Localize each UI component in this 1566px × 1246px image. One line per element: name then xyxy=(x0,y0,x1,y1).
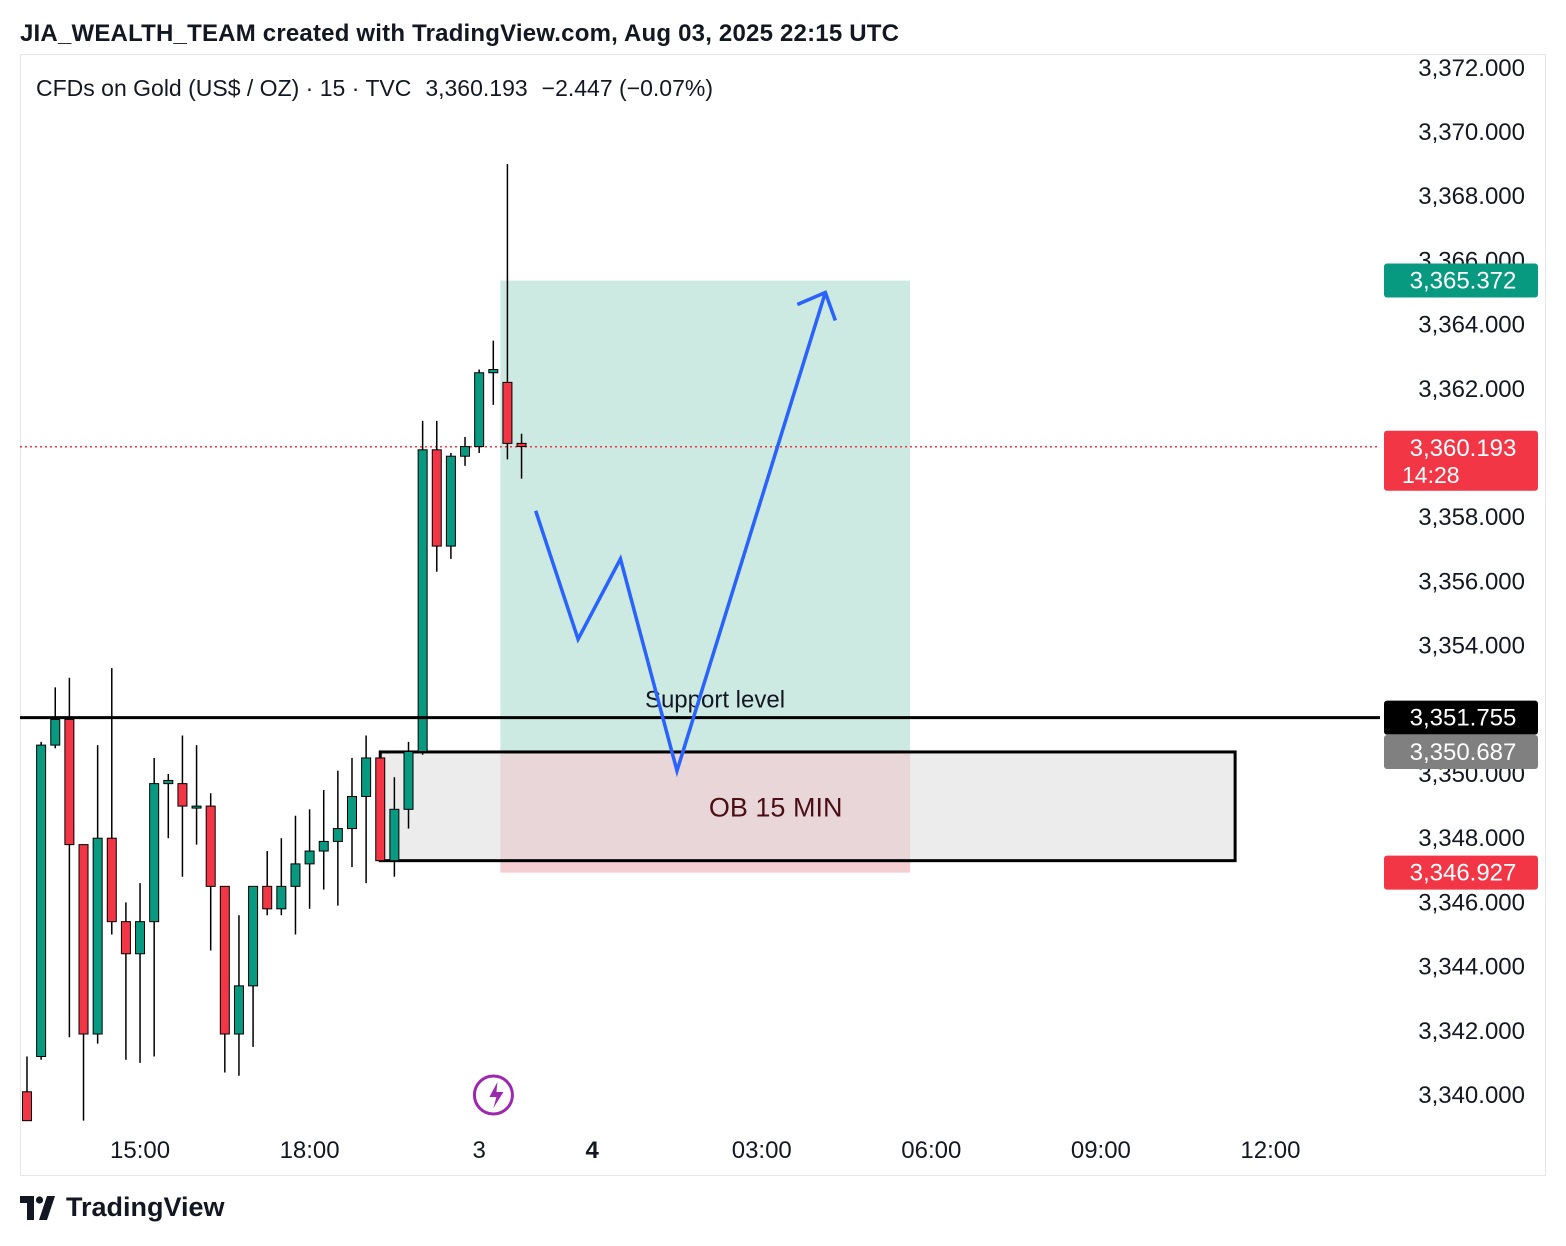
y-tick-label: 3,370.000 xyxy=(1418,119,1525,146)
y-tick-label: 3,362.000 xyxy=(1418,376,1525,403)
candle-body xyxy=(135,921,146,955)
y-tick-label: 3,368.000 xyxy=(1418,183,1525,210)
x-tick-label: 4 xyxy=(586,1137,600,1164)
price-tag-value: 3,365.372 xyxy=(1410,268,1517,295)
y-tick-label: 3,342.000 xyxy=(1418,1018,1525,1045)
price-tag-bg xyxy=(1384,855,1538,890)
candle-body xyxy=(417,449,428,753)
candle-body xyxy=(445,455,456,547)
legend-symbol: CFDs on Gold (US$ / OZ) · 15 · TVC xyxy=(36,75,412,101)
price-tag-bg xyxy=(1384,700,1538,735)
price-tag-countdown: 14:28 xyxy=(1402,462,1460,488)
candle-body xyxy=(460,446,471,457)
price-tag-value: 3,351.755 xyxy=(1410,705,1517,732)
candle-body xyxy=(304,850,315,865)
y-tick-label: 3,364.000 xyxy=(1418,312,1525,339)
candle-body xyxy=(22,1091,32,1122)
candles xyxy=(22,164,527,1122)
candle-body xyxy=(64,718,75,846)
candle-body xyxy=(233,985,244,1035)
projection-arrow xyxy=(534,291,828,778)
tradingview-footer: TradingView xyxy=(20,1192,225,1223)
price-tag: 3,351.755 xyxy=(1384,700,1538,735)
candle-body xyxy=(106,837,117,923)
candle-body xyxy=(50,718,61,746)
legend-last-price: 3,360.193 xyxy=(425,75,528,101)
candle-body xyxy=(389,808,400,862)
x-tick-label: 15:00 xyxy=(110,1137,170,1164)
x-tick-label: 03:00 xyxy=(732,1137,792,1164)
candle-body xyxy=(92,837,103,1035)
candle-body xyxy=(346,795,357,830)
flash-icon-bolt xyxy=(489,1082,504,1108)
candle-body xyxy=(290,863,301,887)
x-tick-label: 18:00 xyxy=(280,1137,340,1164)
price-tag: 3,365.372 xyxy=(1384,263,1538,298)
footer-brand: TradingView xyxy=(66,1192,225,1222)
candle-body xyxy=(431,449,442,547)
candle-body xyxy=(516,442,527,448)
y-tick-label: 3,358.000 xyxy=(1418,504,1525,531)
candle-body xyxy=(502,381,513,444)
flash-icon-ring xyxy=(472,1074,514,1116)
candle-body xyxy=(36,744,47,1057)
y-tick-label: 3,348.000 xyxy=(1418,825,1525,852)
symbol-legend: CFDs on Gold (US$ / OZ) · 15 · TVC 3,360… xyxy=(36,75,713,102)
candle-body xyxy=(177,783,188,807)
candle-body xyxy=(318,840,329,852)
price-tag-bg xyxy=(1384,734,1538,769)
price-tag-bg xyxy=(1384,430,1538,491)
candle-body xyxy=(120,921,131,955)
candle-body xyxy=(205,805,216,887)
x-tick-label: 06:00 xyxy=(901,1137,961,1164)
y-tick-label: 3,346.000 xyxy=(1418,889,1525,916)
projection-arrowhead xyxy=(796,290,837,322)
y-tick-label: 3,372.000 xyxy=(1418,55,1525,82)
y-tick-label: 3,354.000 xyxy=(1418,633,1525,660)
candle-body xyxy=(276,885,287,910)
price-tag-value: 3,360.193 xyxy=(1410,435,1517,462)
x-tick-label: 3 xyxy=(472,1137,485,1164)
x-tick-label: 12:00 xyxy=(1240,1137,1300,1164)
support-level-label: Support level xyxy=(645,687,785,714)
candle-body xyxy=(163,779,174,785)
candle-body xyxy=(403,751,414,810)
candle-body xyxy=(375,757,386,862)
candle-body xyxy=(474,372,485,448)
price-tag: 3,346.927 xyxy=(1384,855,1538,890)
price-tag: 3,350.687 xyxy=(1384,734,1538,769)
y-tick-label: 3,356.000 xyxy=(1418,568,1525,595)
order-block-label: OB 15 MIN xyxy=(709,792,843,822)
y-tick-label: 3,340.000 xyxy=(1418,1082,1525,1109)
candle-body xyxy=(248,885,259,987)
price-tag-value: 3,346.927 xyxy=(1410,860,1517,887)
candle-body xyxy=(219,885,230,1035)
chart-frame xyxy=(20,54,1546,1176)
tradingview-logo-icon xyxy=(20,1195,55,1220)
price-tag-bg xyxy=(1384,263,1538,298)
y-tick-label: 3,344.000 xyxy=(1418,954,1525,981)
candle-body xyxy=(262,885,273,910)
candle-body xyxy=(488,369,499,374)
legend-change: −2.447 (−0.07%) xyxy=(541,75,713,101)
price-tag-value: 3,350.687 xyxy=(1410,739,1517,766)
chart-title: JIA_WEALTH_TEAM created with TradingView… xyxy=(20,20,900,47)
candle-body xyxy=(191,805,202,809)
candle-body xyxy=(78,844,89,1035)
candle-body xyxy=(332,828,343,842)
flash-icon xyxy=(472,1074,514,1116)
candle-body xyxy=(361,757,372,797)
x-tick-label: 09:00 xyxy=(1071,1137,1131,1164)
candle-body xyxy=(149,783,160,923)
target-zone xyxy=(500,280,911,752)
